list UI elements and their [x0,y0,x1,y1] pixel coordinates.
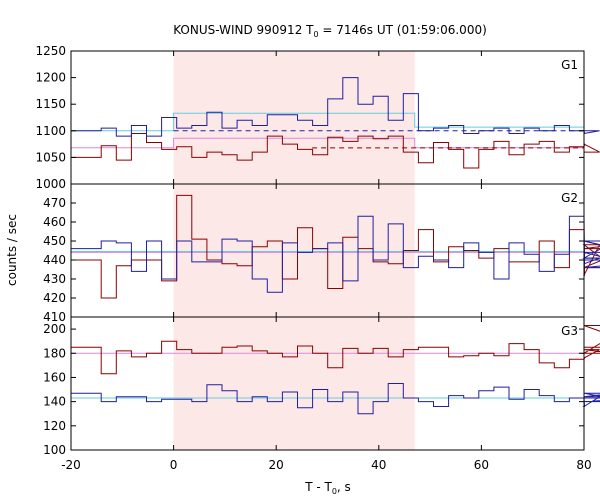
y-axis-label: counts / sec [5,214,19,286]
y-tick-label: 460 [43,215,66,229]
y-tick-label: 1200 [35,71,66,85]
blue-series-line [71,215,600,293]
panel-frame [70,316,585,451]
xlabel-subscript: 0 [332,487,337,496]
y-tick-label: 450 [43,234,66,248]
blue-fit-line [71,112,584,132]
y-tick-label: 180 [43,346,66,360]
y-tick-label: 1050 [35,150,66,164]
chart-title: KONUS-WIND 990912 T0 = 7146s UT (01:59:0… [173,23,487,39]
plot-area: 100010501100115012001250G141042043044045… [35,44,600,472]
red-series-line [71,133,600,169]
y-tick-label: 140 [43,395,66,409]
x-tick-label: 60 [474,458,489,472]
y-tick-label: 440 [43,253,66,267]
y-tick-label: 200 [43,322,66,336]
red-series-line [71,325,600,375]
y-tick-label: 120 [43,419,66,433]
y-tick-label: 430 [43,272,66,286]
x-tick-label: 80 [576,458,591,472]
x-tick-label: 20 [269,458,284,472]
panel-label-g3: G3 [561,324,578,338]
highlight-interval [173,317,415,450]
panel-label-g2: G2 [561,191,578,205]
y-tick-label: 1000 [35,177,66,191]
panel-g1: 1000 1050 1100 1150 1200 1250 G1 [35,44,600,191]
y-tick-label: 420 [43,291,66,305]
x-tick-label: -20 [61,458,81,472]
y-tick-label: 1150 [35,97,66,111]
highlight-interval [173,184,415,317]
panel-g2: 410 420 430 440 450 460 470 G2 [43,183,600,324]
blue-series-line [71,77,600,137]
red-series-line [71,194,600,299]
y-tick-label: 100 [43,443,66,457]
x-tick-label: 0 [170,458,178,472]
title-suffix: = 7146s UT (01:59:06.000) [319,23,487,37]
x-tick-label: 40 [371,458,386,472]
title-subscript: 0 [313,30,318,39]
y-tick-label: 160 [43,370,66,384]
y-tick-label: 470 [43,196,66,210]
panel-label-g1: G1 [561,58,578,72]
highlight-interval [173,51,415,184]
y-tick-label: 1100 [35,124,66,138]
blue-series-line [71,383,600,415]
x-axis-label: T - T0, s [304,480,351,496]
panel-g3: 100 120 140 160 180 200 G3 [43,316,600,457]
xlabel-suffix: , s [337,480,351,494]
y-tick-label: 410 [43,310,66,324]
y-tick-label: 1250 [35,44,66,58]
